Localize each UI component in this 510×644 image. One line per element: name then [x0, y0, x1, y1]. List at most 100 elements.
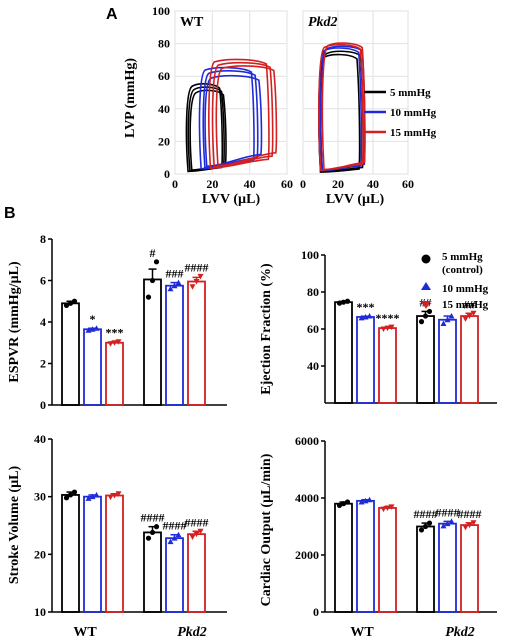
- data-point: [340, 299, 347, 305]
- bar: [378, 507, 397, 613]
- bar-chart-cardiac-output: Cardiac Output (µL/min) 0 2000 4000 6000 ###…: [259, 434, 497, 619]
- significance-marker: ####: [141, 511, 165, 525]
- data-point: [462, 524, 469, 531]
- data-point: [444, 316, 451, 323]
- data-point: [71, 298, 78, 304]
- bar: [438, 522, 457, 613]
- bar-y-axis-label: ESPVR (mmHg/µL): [7, 261, 22, 383]
- legend-marker-triangle-down: [421, 301, 431, 309]
- pv-loop: [321, 42, 366, 171]
- bar: [61, 494, 80, 613]
- x-tick-label: 0: [300, 177, 306, 191]
- data-point: [344, 298, 351, 304]
- data-point: [344, 499, 351, 505]
- data-point: [426, 520, 433, 526]
- significance-marker: ###: [166, 267, 184, 281]
- data-point: [384, 325, 391, 332]
- data-point: [444, 520, 451, 527]
- data-point: [366, 496, 373, 503]
- legend-marker-circle: [421, 254, 431, 264]
- y-tick-label: 20: [158, 134, 170, 148]
- y-tick-label: 0: [164, 167, 170, 181]
- bar: [187, 533, 206, 613]
- x-tick-label: 40: [367, 177, 379, 191]
- data-point: [440, 522, 447, 529]
- y-tick-label: 20: [34, 547, 46, 561]
- pv-grid: [174, 10, 288, 175]
- data-point: [193, 279, 200, 285]
- legend-label-5mmhg: 5 mmHg: [442, 251, 483, 263]
- data-point: [149, 529, 156, 536]
- bar: [187, 280, 206, 406]
- pv-y-axis-label: LVP (mmHg): [123, 58, 138, 138]
- data-point: [470, 520, 477, 526]
- y-tick-label: 0: [40, 398, 46, 412]
- bar-chart-ejection-fraction: Ejection Fraction (%) 40 60 80 100 ******* ##…: [259, 248, 497, 404]
- bar: [334, 301, 353, 404]
- legend-label-15mmhg: 15 mmHg: [390, 127, 437, 139]
- data-point: [111, 493, 118, 499]
- significance-marker: *: [90, 312, 96, 326]
- y-tick-label: 4: [40, 315, 46, 329]
- significance-marker: ####: [185, 515, 209, 529]
- panel-a-letter: A: [106, 6, 118, 23]
- data-point: [380, 506, 387, 513]
- bar: [460, 524, 479, 613]
- bar: [460, 315, 479, 404]
- group-label-wt: WT: [350, 625, 374, 640]
- pv-loop-plot-wt: 0 20 40 60 80 100 0 20 40 60 WT LVV (µL): [152, 4, 293, 207]
- data-point: [384, 505, 391, 511]
- bar: [416, 525, 435, 613]
- data-point: [470, 310, 477, 317]
- data-point: [107, 341, 114, 347]
- y-tick-label: 100: [152, 4, 170, 18]
- data-point: [418, 527, 425, 533]
- data-point: [171, 282, 178, 289]
- data-point: [466, 313, 473, 320]
- data-point: [67, 492, 74, 498]
- pv-loops: [185, 58, 278, 173]
- pv-legend: 5 mmHg 10 mmHg 15 mmHg: [364, 87, 437, 139]
- data-point: [336, 502, 343, 509]
- group-axis-labels-right: WT Pkd2: [350, 625, 474, 640]
- significance-marker: ***: [357, 300, 375, 314]
- data-point: [388, 324, 395, 331]
- data-point: [175, 531, 182, 538]
- data-point: [422, 523, 429, 530]
- pv-loop: [319, 45, 366, 171]
- group-label-pkd2: Pkd2: [445, 625, 475, 640]
- y-tick-label: 10: [34, 605, 46, 619]
- data-point: [197, 273, 204, 280]
- data-point: [388, 504, 395, 510]
- significance-marker: ##: [464, 297, 476, 311]
- x-tick-label: 60: [402, 177, 414, 191]
- data-point: [336, 300, 343, 306]
- data-point: [189, 534, 196, 541]
- bar: [105, 341, 124, 406]
- pv-x-axis-label: LVV (µL): [202, 192, 261, 207]
- y-tick-label: 4000: [295, 491, 319, 505]
- data-point: [175, 279, 182, 286]
- y-tick-label: 40: [307, 359, 319, 373]
- data-point: [422, 313, 429, 319]
- data-point: [340, 501, 347, 507]
- bar-legend: 5 mmHg (control) 10 mmHg 15 mmHg: [421, 251, 489, 311]
- y-tick-label: 0: [313, 605, 319, 619]
- y-tick-label: 60: [158, 69, 170, 83]
- y-tick-label: 2: [40, 357, 46, 371]
- bar-y-axis-label: Stroke Volume (µL): [7, 466, 22, 585]
- bar: [334, 502, 353, 613]
- panel-b-letter: B: [4, 205, 16, 222]
- pv-loop: [204, 74, 263, 167]
- data-point: [167, 285, 174, 292]
- data-point: [448, 518, 455, 524]
- legend-label-5mmhg: 5 mmHg: [390, 87, 431, 99]
- y-tick-label: 6000: [295, 434, 319, 448]
- significance-marker: ####: [414, 507, 438, 521]
- data-point: [171, 535, 178, 541]
- y-tick-label: 6: [40, 274, 46, 288]
- pv-x-ticks: 0 20 40 60: [172, 177, 293, 191]
